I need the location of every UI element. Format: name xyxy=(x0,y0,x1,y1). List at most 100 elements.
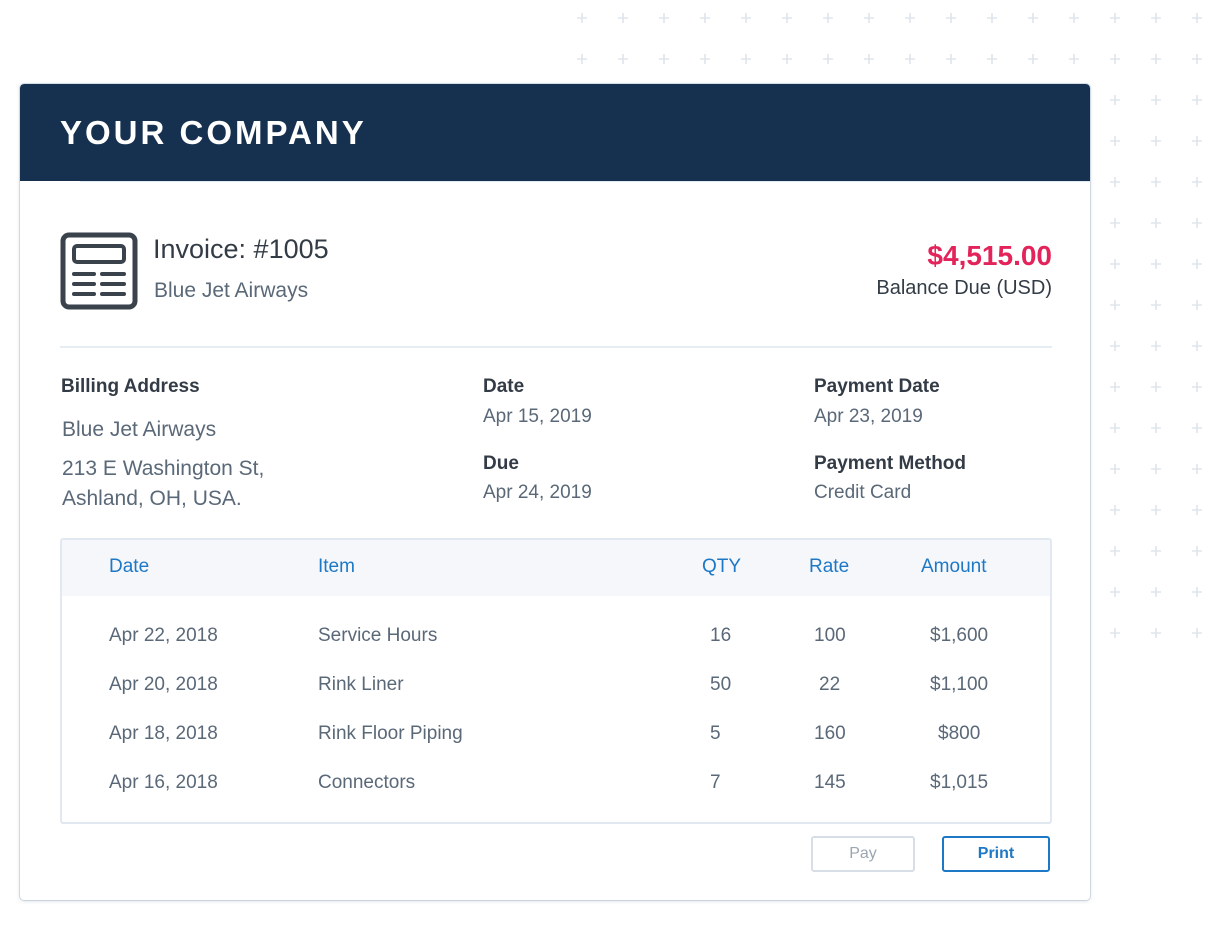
plus-mark xyxy=(700,13,710,23)
column-header-rate: Rate xyxy=(809,556,850,577)
plus-mark xyxy=(1151,259,1161,269)
plus-mark xyxy=(659,13,669,23)
cell-date: Apr 18, 2018 xyxy=(109,723,218,744)
cell-item: Rink Liner xyxy=(318,674,404,695)
plus-mark xyxy=(1192,587,1202,597)
plus-mark xyxy=(782,13,792,23)
plus-mark xyxy=(1192,95,1202,105)
plus-mark xyxy=(1151,341,1161,351)
cell-qty: 5 xyxy=(710,723,721,744)
column-header-amount: Amount xyxy=(921,556,987,577)
plus-mark xyxy=(1192,505,1202,515)
invoice-card: YOUR COMPANY Invoice: #1005 Blue Jet Air… xyxy=(20,84,1090,900)
payment-date-label: Payment Date xyxy=(814,376,940,397)
plus-mark xyxy=(700,54,710,64)
plus-mark xyxy=(1110,259,1120,269)
cell-item: Rink Floor Piping xyxy=(318,723,463,744)
plus-mark xyxy=(1151,464,1161,474)
section-divider xyxy=(60,346,1052,348)
plus-mark xyxy=(618,13,628,23)
cell-amount: $1,100 xyxy=(930,674,989,695)
cell-date: Apr 22, 2018 xyxy=(109,625,218,646)
cell-rate: 22 xyxy=(819,674,841,695)
balance-label: Balance Due (USD) xyxy=(876,277,1052,299)
plus-mark xyxy=(864,54,874,64)
plus-mark xyxy=(1110,54,1120,64)
plus-mark xyxy=(1069,54,1079,64)
plus-mark xyxy=(1110,423,1120,433)
cell-rate: 100 xyxy=(814,625,846,646)
plus-mark xyxy=(1151,54,1161,64)
billing-name: Blue Jet Airways xyxy=(62,418,217,441)
plus-mark xyxy=(1192,136,1202,146)
plus-mark xyxy=(1110,136,1120,146)
plus-mark xyxy=(1151,13,1161,23)
plus-mark xyxy=(1110,341,1120,351)
plus-mark xyxy=(1110,505,1120,515)
billing-street: 213 E Washington St, xyxy=(62,457,265,480)
cell-qty: 7 xyxy=(710,772,721,793)
cell-rate: 145 xyxy=(814,772,846,793)
cell-date: Apr 20, 2018 xyxy=(109,674,218,695)
plus-mark xyxy=(905,54,915,64)
cell-item: Connectors xyxy=(318,772,416,793)
plus-mark xyxy=(1151,546,1161,556)
cell-amount: $1,015 xyxy=(930,772,989,793)
date-value: Apr 15, 2019 xyxy=(483,406,592,427)
plus-mark xyxy=(1028,13,1038,23)
plus-mark xyxy=(987,13,997,23)
plus-mark xyxy=(905,13,915,23)
cell-qty: 16 xyxy=(710,625,732,646)
payment-method-value: Credit Card xyxy=(814,482,912,503)
plus-mark xyxy=(1028,54,1038,64)
plus-mark xyxy=(1151,423,1161,433)
plus-mark xyxy=(1110,218,1120,228)
plus-mark xyxy=(782,54,792,64)
column-header-qty: QTY xyxy=(702,556,742,577)
plus-mark xyxy=(1151,382,1161,392)
plus-mark xyxy=(1110,464,1120,474)
balance-amount: $4,515.00 xyxy=(927,240,1052,271)
plus-mark xyxy=(1192,259,1202,269)
plus-mark xyxy=(946,54,956,64)
billing-city: Ashland, OH, USA. xyxy=(62,487,242,510)
print-button[interactable]: Print xyxy=(942,836,1050,872)
plus-mark xyxy=(1110,628,1120,638)
plus-mark xyxy=(1192,177,1202,187)
cell-qty: 50 xyxy=(710,674,732,695)
plus-mark xyxy=(1192,382,1202,392)
payment-method-label: Payment Method xyxy=(814,453,967,474)
plus-mark xyxy=(1110,177,1120,187)
cell-date: Apr 16, 2018 xyxy=(109,772,218,793)
column-header-date: Date xyxy=(109,556,150,577)
plus-mark xyxy=(1151,95,1161,105)
due-value: Apr 24, 2019 xyxy=(483,482,592,503)
plus-mark xyxy=(1110,13,1120,23)
plus-mark xyxy=(987,54,997,64)
plus-mark xyxy=(1151,218,1161,228)
plus-mark xyxy=(1151,136,1161,146)
plus-mark xyxy=(1151,505,1161,515)
plus-mark xyxy=(946,13,956,23)
plus-mark xyxy=(1151,300,1161,310)
plus-mark xyxy=(1110,546,1120,556)
plus-mark xyxy=(1110,587,1120,597)
table-header: Date Item QTY Rate Amount xyxy=(62,540,1050,596)
invoice-title: Invoice: #1005 xyxy=(153,234,329,264)
plus-mark xyxy=(577,54,587,64)
plus-mark xyxy=(741,13,751,23)
plus-mark xyxy=(577,13,587,23)
plus-mark xyxy=(1192,300,1202,310)
document-icon xyxy=(60,232,138,310)
plus-mark xyxy=(1110,300,1120,310)
plus-mark xyxy=(864,13,874,23)
cell-rate: 160 xyxy=(814,723,846,744)
header-underline xyxy=(80,181,1090,182)
plus-mark xyxy=(1192,54,1202,64)
line-items-table: Date Item QTY Rate Amount Apr 22, 2018 S… xyxy=(60,538,1052,824)
plus-mark xyxy=(1192,341,1202,351)
plus-mark xyxy=(1192,628,1202,638)
pay-button[interactable]: Pay xyxy=(811,836,915,872)
plus-mark xyxy=(659,54,669,64)
plus-mark xyxy=(1069,13,1079,23)
